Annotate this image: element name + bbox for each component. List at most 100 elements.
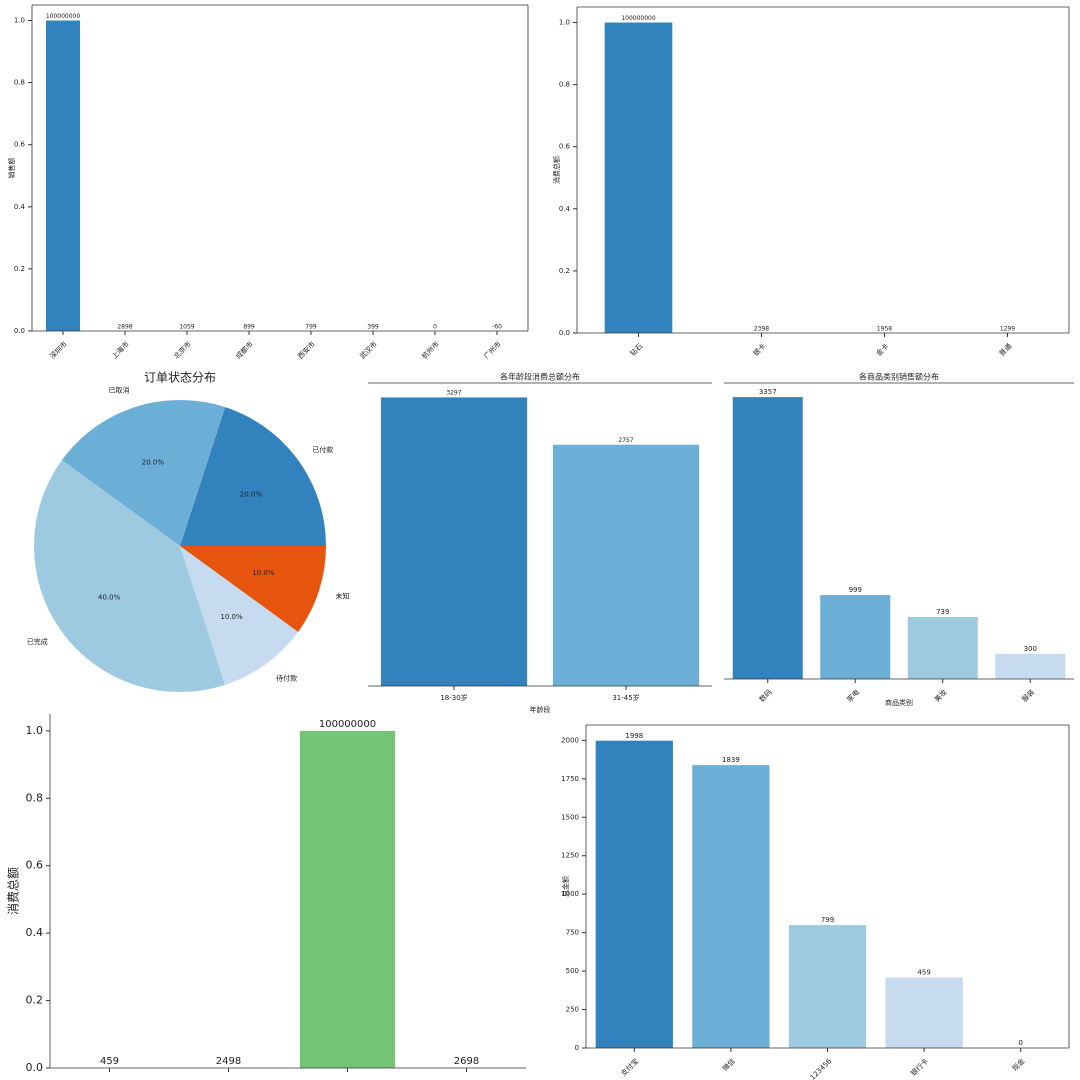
slice-label: 已付款 [312, 445, 333, 454]
data-label: 1299 [1000, 325, 1015, 332]
y-tick-label: 0.2 [14, 265, 25, 273]
y-tick-label: 0.2 [26, 994, 44, 1007]
x-tick-label: 美妆 [932, 687, 948, 703]
x-tick-label: 上海市 [110, 339, 131, 360]
y-tick-label: 0 [575, 1044, 579, 1052]
y-axis-label: 消费总额 [552, 156, 561, 184]
x-tick-label: 普通 [997, 341, 1013, 357]
y-tick-label: 500 [566, 967, 579, 975]
bar [820, 595, 891, 679]
data-label: 459 [917, 969, 930, 977]
y-tick-label: 1000 [561, 890, 579, 898]
pie-slice [180, 546, 299, 685]
x-tick-label: 金卡 [874, 341, 890, 357]
data-label: 2757 [618, 437, 633, 444]
bar [732, 397, 803, 679]
y-tick-label: 0.6 [14, 141, 26, 149]
y-axis-label: 销售额 [7, 158, 16, 179]
bar [788, 925, 867, 1048]
x-axis-label: 商品类别 [885, 698, 913, 707]
x-tick-label: 数码 [757, 687, 773, 703]
y-tick-label: 0.0 [26, 1061, 44, 1074]
y-tick-label: 250 [566, 1006, 579, 1014]
data-label: -60 [492, 323, 502, 330]
y-tick-label: 0.4 [14, 203, 26, 211]
pie-slice [180, 546, 326, 632]
pct-label: 20.0% [240, 491, 263, 499]
y-tick-label: 0.8 [559, 81, 570, 89]
bar [604, 22, 673, 334]
x-tick-label: 微信 [720, 1056, 736, 1072]
y-tick-label: 0.8 [14, 79, 25, 87]
data-label: 1059 [179, 323, 194, 330]
data-label: 2398 [754, 325, 769, 332]
data-label: 2898 [117, 323, 132, 330]
pie-slice [34, 460, 226, 692]
x-tick-label: 钻石 [628, 341, 644, 357]
data-label: 899 [243, 323, 255, 330]
x-tick-label: 家电 [845, 687, 861, 703]
x-tick-label: 支付宝 [619, 1056, 640, 1077]
x-tick-label: 广州市 [482, 339, 503, 360]
data-label: 999 [849, 586, 862, 594]
y-tick-label: 2000 [561, 736, 579, 744]
pct-label: 20.0% [142, 459, 165, 467]
bar [552, 444, 700, 686]
pie-slice [61, 400, 226, 546]
y-tick-label: 1500 [561, 813, 579, 821]
x-tick-label: 杭州市 [420, 339, 441, 360]
y-tick-label: 1.0 [559, 19, 570, 27]
bar [299, 730, 396, 1068]
y-tick-label: 0.6 [559, 143, 571, 151]
bar [595, 740, 673, 1048]
data-label: 1839 [722, 756, 740, 764]
data-label: 100000000 [319, 719, 376, 730]
data-label: 459 [100, 1056, 119, 1067]
y-tick-label: 0.0 [14, 327, 25, 335]
bar [45, 20, 81, 332]
y-tick-label: 0.6 [26, 859, 44, 872]
pie-slice [180, 407, 326, 546]
y-tick-label: 1250 [561, 852, 579, 860]
data-label: 1958 [877, 325, 892, 332]
chart-title: 各年龄段消费总额分布 [500, 372, 580, 382]
data-label: 3357 [759, 388, 777, 396]
data-label: 2698 [454, 1056, 479, 1067]
x-tick-label: 成都市 [234, 339, 255, 360]
slice-label: 待付款 [276, 673, 297, 682]
y-tick-label: 0.4 [559, 205, 571, 213]
y-axis-label: 消费总额 [7, 867, 21, 915]
x-tick-label: 18-30岁 [440, 693, 467, 702]
data-label: 100000000 [46, 13, 81, 20]
bar [995, 653, 1066, 679]
chart-title: 各商品类别销售额分布 [859, 372, 939, 382]
data-label: 799 [821, 916, 834, 924]
y-tick-label: 0.2 [559, 267, 570, 275]
data-label: 0 [1018, 1039, 1022, 1047]
slice-label: 已取消 [108, 385, 129, 394]
x-tick-label: 武汉市 [358, 339, 379, 360]
data-label: 1998 [625, 732, 643, 740]
y-tick-label: 1750 [561, 775, 579, 783]
pct-label: 10.0% [220, 613, 243, 621]
data-label: 399 [367, 323, 379, 330]
data-label: 2498 [216, 1056, 241, 1067]
y-tick-label: 1.0 [26, 724, 44, 737]
slice-label: 已完成 [27, 637, 48, 646]
data-label: 0 [433, 323, 437, 330]
x-tick-label: 服装 [1020, 687, 1036, 703]
pct-label: 10.0% [252, 569, 275, 577]
bar [907, 616, 978, 679]
x-tick-label: 深圳市 [48, 339, 69, 360]
y-tick-label: 0.4 [26, 926, 44, 939]
x-tick-label: 银行卡 [909, 1056, 930, 1077]
bar [692, 765, 770, 1048]
y-tick-label: 750 [566, 929, 579, 937]
data-label: 300 [1024, 645, 1037, 653]
x-tick-label: 现金 [1010, 1056, 1026, 1072]
x-tick-label: 北京市 [172, 339, 193, 360]
bar [885, 977, 963, 1048]
y-axis-label: 总金额 [561, 876, 570, 897]
data-label: 3297 [446, 390, 461, 397]
